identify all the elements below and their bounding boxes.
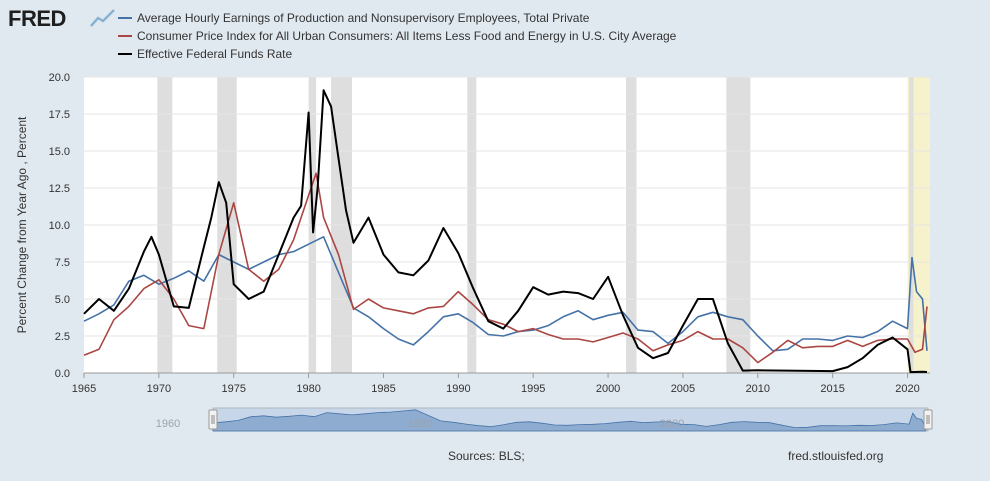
y-tick-label: 17.5: [49, 109, 70, 121]
navigator-tick-label: 2000: [660, 418, 684, 430]
y-tick-label: 12.5: [49, 183, 70, 195]
x-tick-label: 1980: [296, 383, 320, 395]
navigator-tick-label: 1960: [156, 418, 180, 430]
x-tick-label: 1990: [446, 383, 470, 395]
x-tick-label: 1975: [221, 383, 245, 395]
legend-label-cpi: Consumer Price Index for All Urban Consu…: [137, 29, 677, 43]
x-tick-label: 2010: [746, 383, 770, 395]
line-chart: 0.0 2.5 5.0 7.5 10.0 12.5 15.0 17.5 20.0 1965 1970…: [15, 72, 933, 432]
sources-text: Sources: BLS;: [448, 449, 525, 463]
legend-swatch-earnings: [118, 17, 132, 19]
legend-label-earnings: Average Hourly Earnings of Production an…: [137, 11, 590, 25]
y-tick-label: 0.0: [55, 368, 70, 380]
y-tick-label: 5.0: [55, 294, 70, 306]
legend-label-fedfunds: Effective Federal Funds Rate: [137, 47, 293, 61]
series-fedfunds: [83, 89, 928, 374]
fred-chart-icon: [90, 8, 116, 27]
fred-logo[interactable]: FRED: [8, 6, 116, 31]
legend-item-earnings[interactable]: Average Hourly Earnings of Production an…: [118, 9, 676, 27]
fred-wordmark: FRED: [8, 6, 66, 31]
site-link[interactable]: fred.stlouisfed.org: [788, 449, 884, 463]
navigator-tick-label: 1980: [408, 418, 432, 430]
x-tick-label: 1965: [72, 383, 96, 395]
legend-swatch-cpi: [118, 35, 132, 37]
x-tick-label: 2000: [596, 383, 620, 395]
legend-item-cpi[interactable]: Consumer Price Index for All Urban Consu…: [118, 27, 676, 45]
series-cpi: [83, 172, 928, 364]
navigator-handle-left[interactable]: [208, 409, 218, 430]
legend-swatch-fedfunds: [118, 53, 132, 55]
x-tick-label: 1985: [371, 383, 395, 395]
legend-item-fedfunds[interactable]: Effective Federal Funds Rate: [118, 45, 676, 63]
x-tick-label: 1970: [147, 383, 171, 395]
x-tick-label: 2015: [820, 383, 844, 395]
chart-legend: Average Hourly Earnings of Production an…: [118, 9, 676, 63]
x-tick-label: 2020: [895, 383, 919, 395]
y-tick-label: 2.5: [55, 331, 70, 343]
y-tick-label: 7.5: [55, 257, 70, 269]
x-tick-label: 1995: [521, 383, 545, 395]
y-tick-label: 15.0: [49, 146, 70, 158]
y-tick-label: 20.0: [49, 72, 70, 84]
navigator-handle-right[interactable]: [923, 409, 933, 430]
y-tick-label: 10.0: [49, 220, 70, 232]
x-tick-label: 2005: [671, 383, 695, 395]
navigator-series: [212, 409, 926, 432]
navigator[interactable]: 1960 1980 2000: [156, 407, 933, 432]
y-axis-label: Percent Change from Year Ago , Percent: [15, 116, 29, 333]
